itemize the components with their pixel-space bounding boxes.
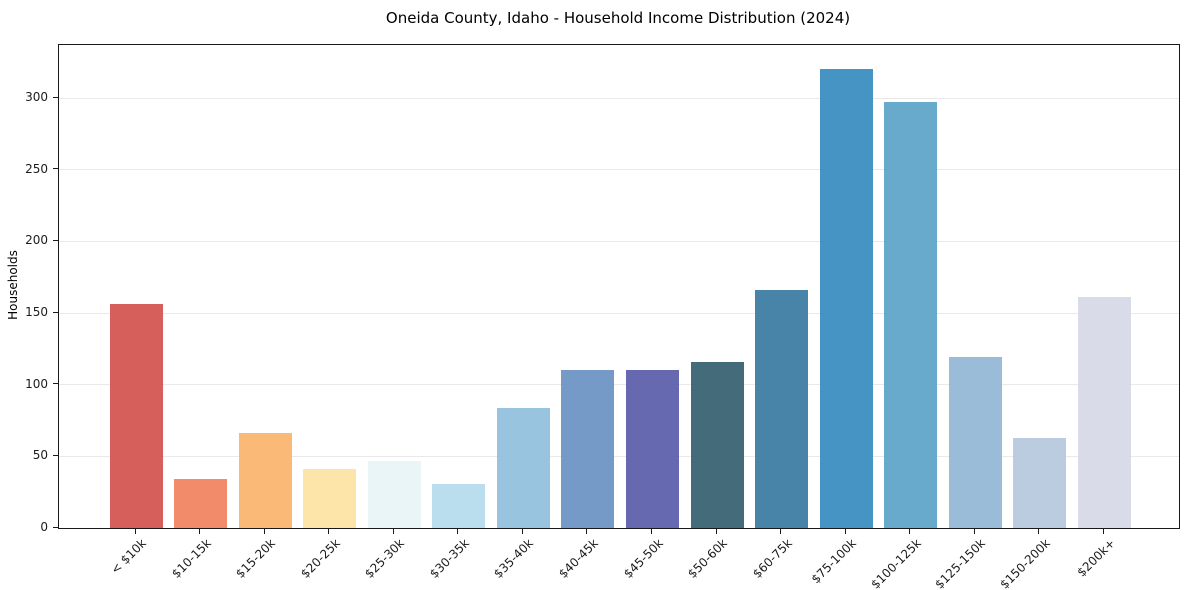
x-tick-label: $50-60k	[685, 536, 730, 581]
y-tick-mark	[53, 454, 58, 456]
x-tick-label: $15-20k	[233, 536, 279, 581]
x-tick-mark	[651, 528, 653, 534]
x-tick-mark	[909, 528, 911, 534]
gridline	[59, 97, 1179, 99]
x-tick-mark	[328, 528, 330, 534]
y-axis-label: Households	[6, 250, 20, 320]
x-tick-label: $40-45k	[555, 536, 601, 581]
bar-$40-45k	[561, 370, 615, 528]
x-tick-label: $25-30k	[362, 536, 408, 581]
bar-$150-200k	[1013, 437, 1067, 528]
x-tick-mark	[134, 528, 136, 534]
bar-$200k+	[1078, 297, 1131, 528]
y-tick-mark	[53, 383, 58, 385]
x-tick-mark	[392, 528, 394, 534]
y-tick-label: 150	[25, 305, 48, 319]
chart-title: Oneida County, Idaho - Household Income …	[385, 9, 851, 27]
bar-$60-75k	[755, 290, 809, 528]
x-tick-label: $100-125k	[868, 536, 924, 590]
x-tick-mark	[973, 528, 975, 534]
y-tick-mark	[53, 311, 58, 313]
bar-< $10k	[109, 304, 163, 528]
x-tick-label: $150-200k	[997, 536, 1053, 590]
bar-$50-60k	[690, 361, 744, 528]
gridline	[59, 384, 1179, 386]
y-tick-mark	[53, 96, 58, 98]
x-tick-mark	[263, 528, 265, 534]
gridline	[59, 240, 1179, 242]
bar-$10-15k	[174, 479, 228, 528]
plot-area	[58, 44, 1180, 529]
x-tick-mark	[1103, 528, 1104, 534]
x-tick-label: $200k+	[1073, 536, 1118, 580]
x-tick-mark	[199, 528, 201, 534]
x-tick-mark	[586, 528, 588, 534]
x-tick-label: $20-25k	[297, 536, 343, 581]
x-tick-label: $30-35k	[426, 536, 472, 581]
gridline	[59, 312, 1179, 314]
bar-$30-35k	[432, 483, 486, 528]
bar-$100-125k	[884, 102, 938, 528]
x-tick-mark	[1038, 528, 1040, 534]
bar-$15-20k	[238, 433, 292, 528]
x-tick-mark	[521, 528, 523, 534]
y-tick-label: 250	[25, 161, 48, 176]
x-tick-mark	[844, 528, 846, 534]
x-tick-label: $10-15k	[168, 536, 214, 581]
y-tick-label: 200	[25, 233, 48, 248]
gridline	[59, 455, 1179, 457]
y-tick-label: 50	[32, 448, 48, 463]
y-tick-label: 0	[40, 520, 48, 534]
x-tick-mark	[715, 528, 717, 534]
y-tick-label: 100	[25, 376, 48, 391]
bar-$75-100k	[819, 69, 873, 528]
bar-$45-50k	[626, 370, 680, 528]
y-tick-mark	[53, 168, 58, 170]
bar-$25-30k	[367, 460, 421, 528]
y-tick-label: 300	[25, 90, 48, 105]
x-tick-mark	[457, 528, 459, 534]
x-tick-label: $125-150k	[932, 536, 989, 590]
y-tick-mark	[53, 239, 58, 241]
x-tick-label: $60-75k	[749, 536, 795, 581]
x-tick-label: $75-100k	[808, 536, 860, 587]
x-tick-label: $35-40k	[491, 536, 537, 581]
gridline	[59, 169, 1179, 171]
x-tick-label: < $10k	[108, 536, 149, 577]
y-tick-mark	[53, 526, 58, 528]
x-tick-label: $45-50k	[620, 536, 666, 581]
bar-$35-40k	[496, 407, 550, 528]
bar-$20-25k	[303, 469, 357, 528]
x-tick-mark	[780, 528, 782, 534]
bar-$125-150k	[948, 357, 1002, 528]
